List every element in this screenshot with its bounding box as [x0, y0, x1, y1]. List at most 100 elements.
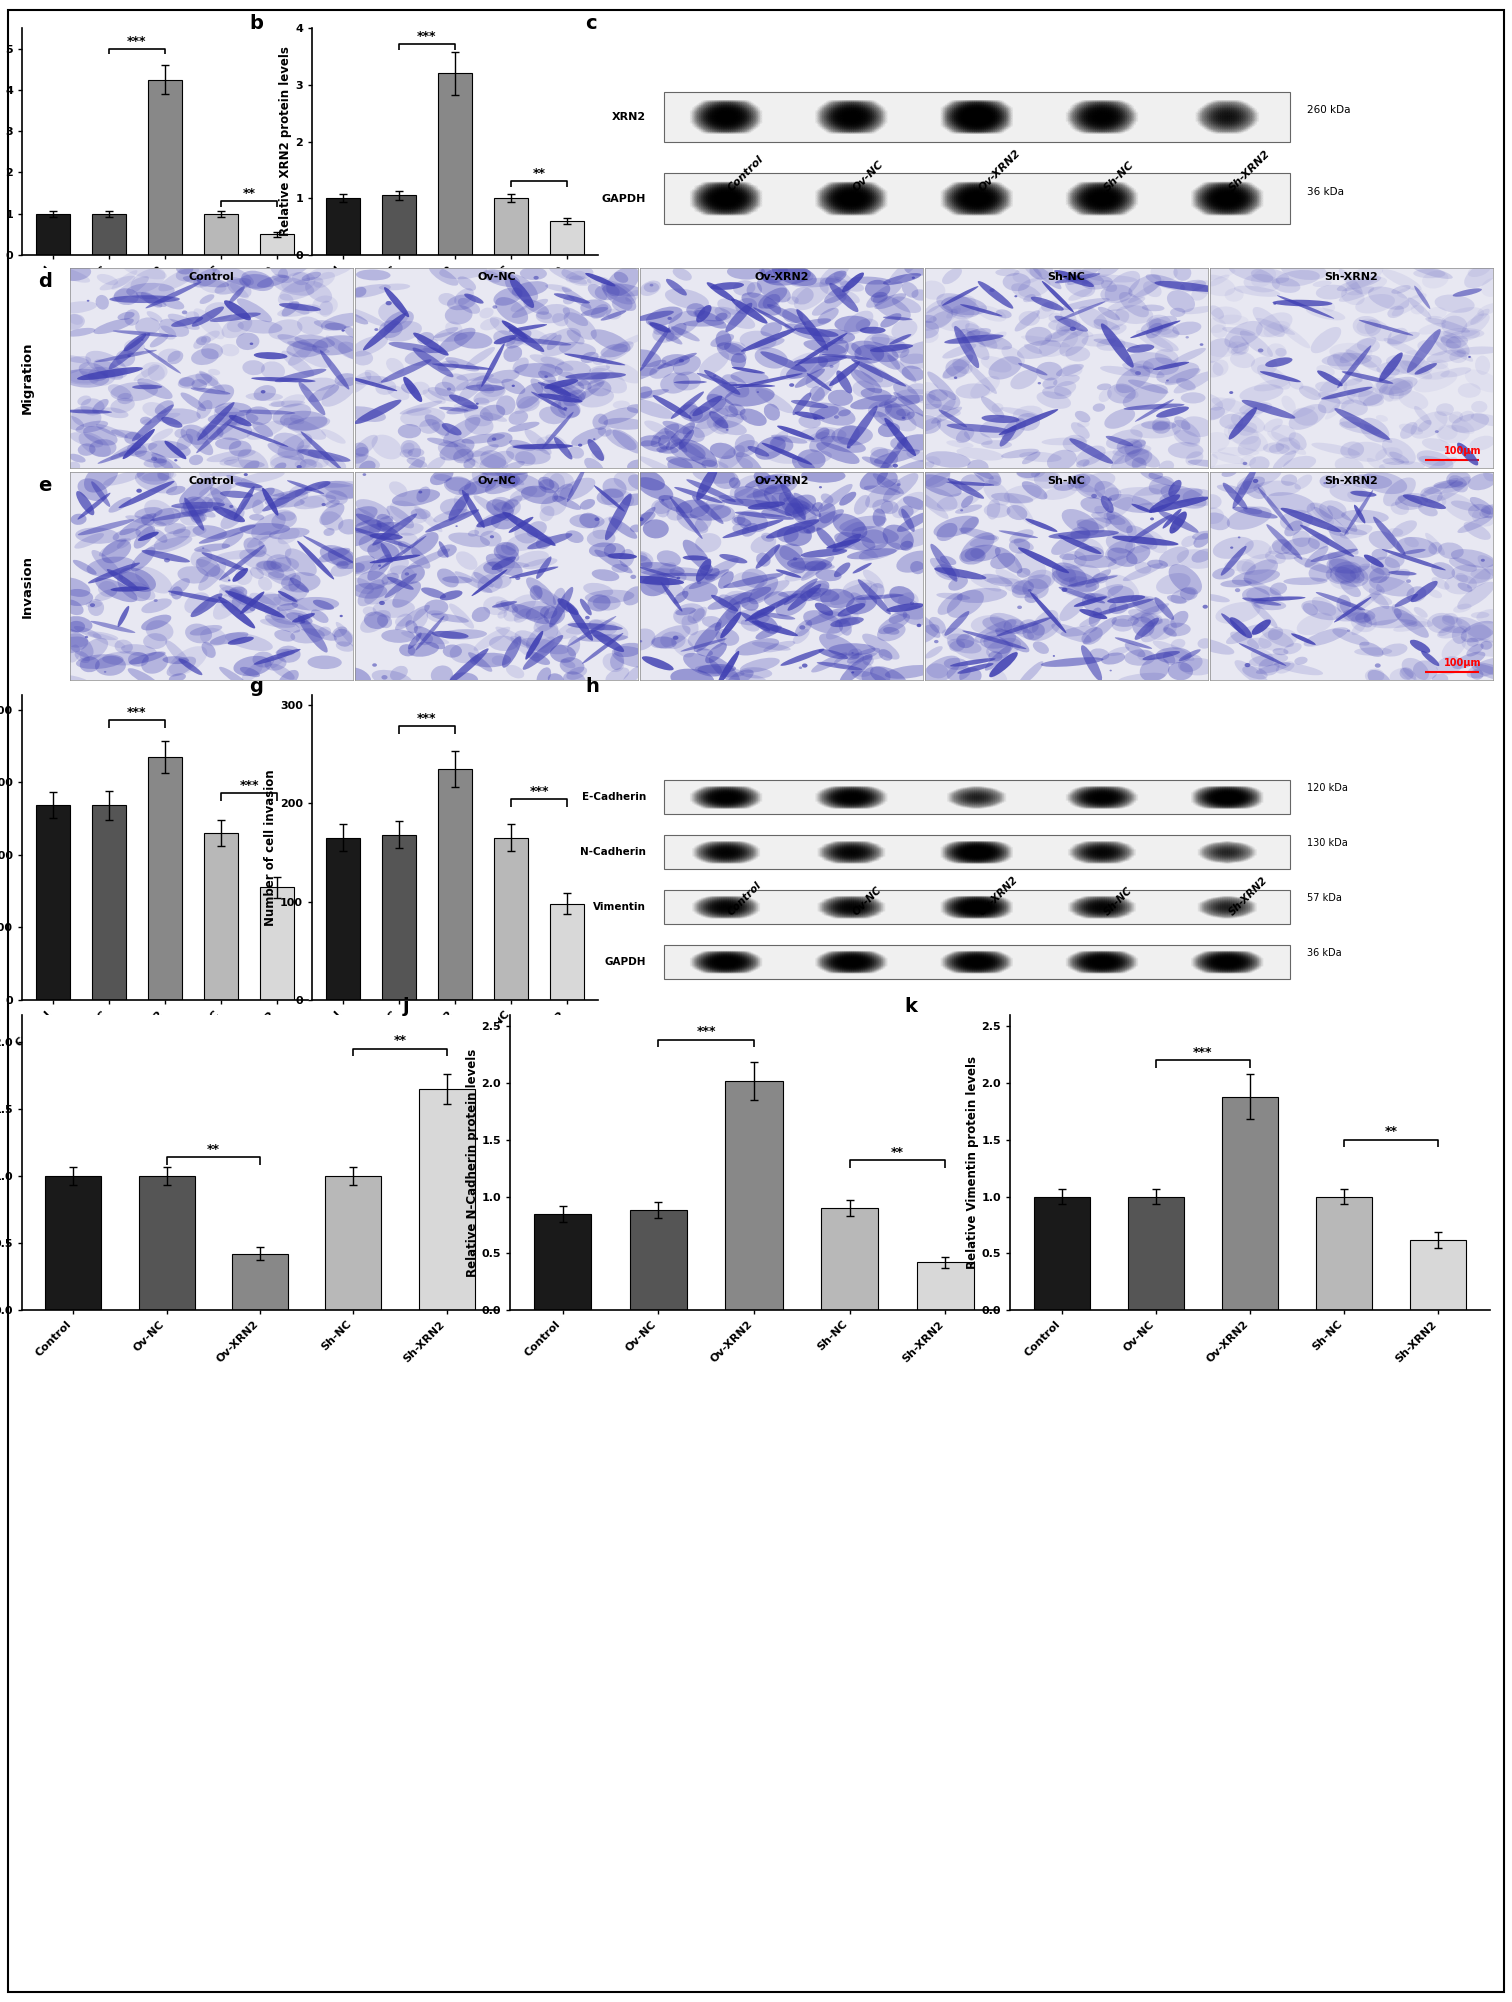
- Ellipse shape: [871, 961, 878, 963]
- Ellipse shape: [1208, 210, 1217, 214]
- Ellipse shape: [708, 126, 717, 130]
- Ellipse shape: [857, 847, 866, 849]
- Ellipse shape: [1107, 859, 1116, 861]
- Ellipse shape: [835, 126, 844, 128]
- Ellipse shape: [995, 907, 1004, 909]
- Ellipse shape: [959, 206, 966, 210]
- Ellipse shape: [1128, 909, 1136, 911]
- Ellipse shape: [745, 911, 753, 913]
- Ellipse shape: [692, 849, 700, 851]
- Ellipse shape: [980, 112, 989, 116]
- Ellipse shape: [806, 509, 844, 533]
- Ellipse shape: [859, 845, 868, 847]
- Ellipse shape: [1228, 965, 1237, 967]
- Ellipse shape: [1125, 649, 1155, 667]
- Ellipse shape: [1211, 971, 1220, 973]
- Ellipse shape: [697, 853, 705, 855]
- Ellipse shape: [1222, 182, 1231, 186]
- Ellipse shape: [1105, 849, 1114, 853]
- Ellipse shape: [999, 853, 1009, 857]
- Ellipse shape: [971, 803, 980, 805]
- Ellipse shape: [826, 787, 835, 789]
- Ellipse shape: [733, 915, 742, 917]
- Ellipse shape: [984, 116, 993, 120]
- Ellipse shape: [717, 797, 726, 799]
- Ellipse shape: [857, 116, 866, 120]
- Ellipse shape: [993, 967, 1002, 969]
- Ellipse shape: [993, 897, 1002, 899]
- Ellipse shape: [990, 915, 999, 917]
- Ellipse shape: [1237, 128, 1246, 132]
- Ellipse shape: [945, 853, 954, 855]
- Ellipse shape: [703, 849, 712, 853]
- Ellipse shape: [1202, 971, 1211, 973]
- Ellipse shape: [830, 911, 839, 913]
- Ellipse shape: [969, 807, 978, 809]
- Ellipse shape: [1070, 903, 1080, 905]
- Ellipse shape: [1179, 659, 1216, 675]
- Ellipse shape: [1244, 104, 1252, 108]
- Ellipse shape: [751, 192, 761, 196]
- Ellipse shape: [703, 845, 712, 847]
- Ellipse shape: [980, 799, 989, 801]
- Ellipse shape: [956, 901, 965, 903]
- Ellipse shape: [1202, 795, 1211, 799]
- Ellipse shape: [835, 963, 844, 967]
- Ellipse shape: [960, 118, 969, 122]
- Ellipse shape: [1119, 963, 1128, 967]
- Ellipse shape: [947, 849, 956, 851]
- Ellipse shape: [983, 843, 990, 845]
- Ellipse shape: [1107, 953, 1116, 955]
- Ellipse shape: [1107, 200, 1116, 204]
- Ellipse shape: [1228, 849, 1237, 851]
- Ellipse shape: [857, 104, 866, 106]
- Ellipse shape: [956, 206, 965, 210]
- Ellipse shape: [1207, 803, 1216, 805]
- Ellipse shape: [1246, 120, 1255, 124]
- Ellipse shape: [1099, 184, 1107, 186]
- Ellipse shape: [1240, 955, 1249, 957]
- Ellipse shape: [862, 184, 869, 188]
- Ellipse shape: [1244, 961, 1252, 963]
- Ellipse shape: [1241, 899, 1250, 901]
- Ellipse shape: [708, 959, 717, 961]
- Ellipse shape: [1173, 264, 1191, 280]
- Ellipse shape: [947, 118, 956, 120]
- Ellipse shape: [1092, 807, 1101, 809]
- Ellipse shape: [857, 791, 866, 795]
- Ellipse shape: [859, 851, 868, 853]
- Ellipse shape: [963, 100, 971, 104]
- Ellipse shape: [995, 955, 1004, 957]
- Ellipse shape: [1213, 903, 1222, 905]
- Ellipse shape: [1441, 366, 1471, 378]
- Ellipse shape: [708, 955, 717, 957]
- Ellipse shape: [1235, 787, 1244, 789]
- Ellipse shape: [871, 126, 878, 130]
- Ellipse shape: [112, 276, 148, 302]
- Ellipse shape: [729, 959, 738, 961]
- Ellipse shape: [1002, 104, 1012, 108]
- Ellipse shape: [965, 116, 974, 120]
- Ellipse shape: [993, 190, 1002, 194]
- Ellipse shape: [830, 791, 839, 793]
- Ellipse shape: [1114, 843, 1123, 845]
- Ellipse shape: [219, 585, 249, 603]
- Ellipse shape: [1104, 192, 1111, 194]
- Ellipse shape: [1202, 184, 1211, 186]
- Ellipse shape: [1095, 901, 1104, 903]
- Ellipse shape: [826, 971, 835, 973]
- Ellipse shape: [1114, 905, 1123, 907]
- Ellipse shape: [1151, 328, 1179, 336]
- Ellipse shape: [1199, 394, 1223, 410]
- Ellipse shape: [883, 593, 925, 621]
- Ellipse shape: [821, 905, 830, 907]
- Ellipse shape: [871, 791, 878, 793]
- Ellipse shape: [1213, 803, 1222, 805]
- Ellipse shape: [742, 855, 751, 857]
- Ellipse shape: [708, 198, 717, 200]
- Ellipse shape: [987, 855, 995, 857]
- Ellipse shape: [951, 955, 960, 957]
- Ellipse shape: [871, 899, 878, 901]
- Ellipse shape: [201, 330, 219, 342]
- Ellipse shape: [702, 955, 709, 957]
